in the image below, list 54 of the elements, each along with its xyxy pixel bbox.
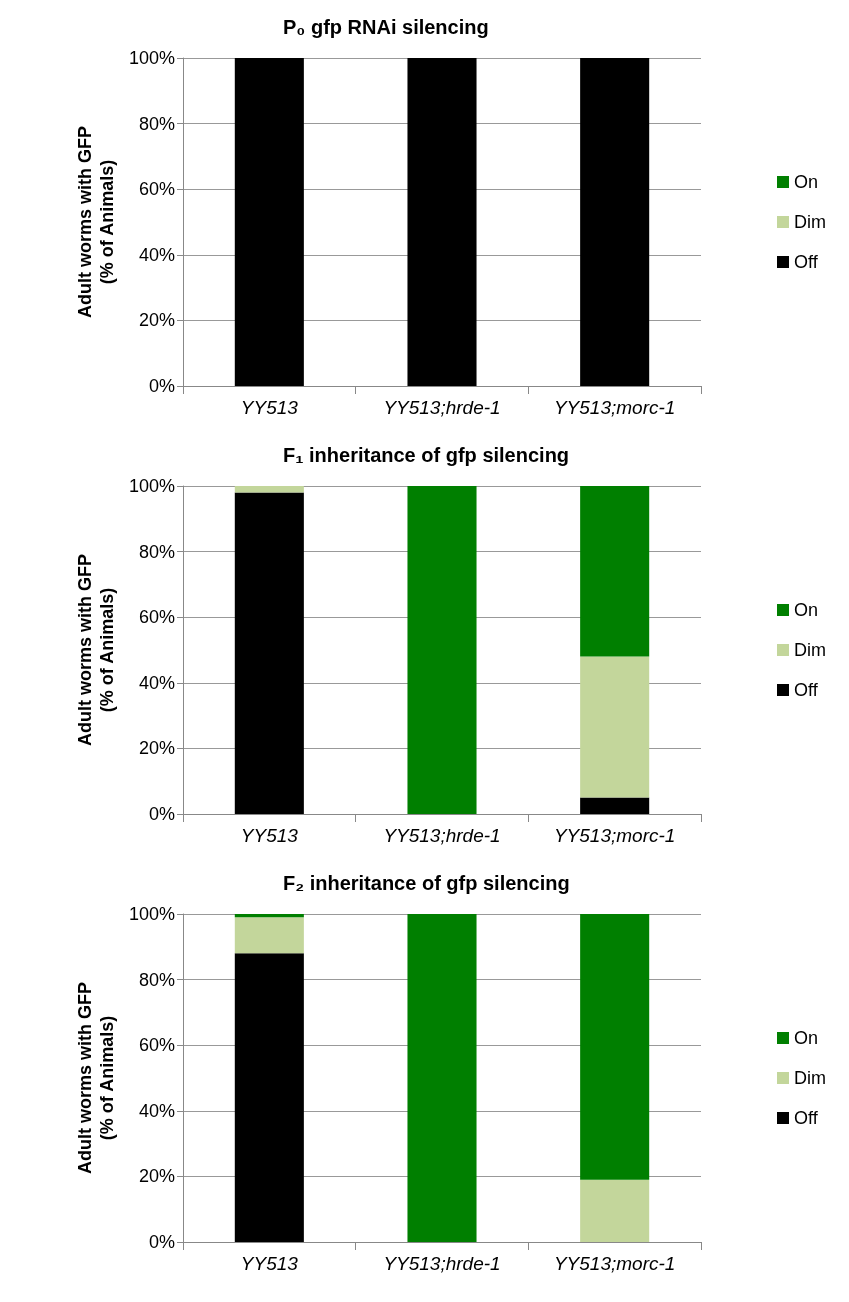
legend-label: On — [794, 1028, 819, 1048]
chart-title: F₁ inheritance of gfp silencing — [283, 444, 570, 466]
x-tick-label: YY513;morc-1 — [553, 1253, 676, 1274]
y-axis-title: Adult worms with GFP (% of Animals) — [75, 554, 118, 746]
legend-label: Dim — [794, 1068, 827, 1088]
bar — [234, 486, 304, 493]
y-tick-label: 0% — [148, 1232, 175, 1252]
y-tick-label: 20% — [138, 738, 175, 759]
y-tick-label: 60% — [138, 179, 175, 200]
x-tick-label: YY513 — [240, 397, 299, 418]
y-axis-title: Adult worms with GFP (% of Animals) — [75, 126, 118, 318]
legend-label: Dim — [794, 212, 827, 232]
x-tick-label: YY513 — [240, 1253, 299, 1274]
y-tick-label: 0% — [148, 804, 175, 824]
chart-title: F₂ inheritance of gfp silencing — [283, 872, 570, 894]
y-tick-label: 20% — [138, 1166, 175, 1187]
bar — [580, 797, 650, 814]
legend-label: Off — [794, 1108, 819, 1128]
y-tick-label: 80% — [138, 969, 175, 990]
y-axis-title: Adult worms with GFP (% of Animals) — [75, 982, 118, 1174]
x-tick-label: YY513;morc-1 — [553, 825, 676, 846]
bar — [407, 914, 477, 1242]
x-tick-label: YY513 — [240, 825, 299, 846]
x-tick-label: YY513;hrde-1 — [383, 1253, 501, 1274]
y-tick-label: 40% — [138, 1100, 175, 1121]
chart-title: P₀ gfp RNAi silencing — [283, 16, 489, 38]
bar — [234, 492, 304, 814]
bar — [580, 914, 650, 1180]
legend-label: On — [794, 172, 819, 192]
y-tick-label: 60% — [138, 1035, 175, 1056]
legend-label: On — [794, 600, 819, 620]
bar — [407, 486, 477, 814]
y-tick-label: 60% — [138, 607, 175, 628]
y-tick-label: 40% — [138, 672, 175, 693]
y-tick-label: 100% — [128, 476, 175, 496]
y-tick-label: 100% — [128, 904, 175, 924]
bar — [234, 917, 304, 954]
legend-label: Off — [794, 680, 819, 700]
x-tick-label: YY513;morc-1 — [553, 397, 676, 418]
y-tick-label: 80% — [138, 113, 175, 134]
y-tick-label: 100% — [128, 48, 175, 68]
bar — [580, 656, 650, 798]
y-tick-label: 80% — [138, 541, 175, 562]
legend-label: Off — [794, 252, 819, 272]
bar — [580, 1179, 650, 1242]
bar — [234, 914, 304, 918]
bar — [234, 953, 304, 1242]
y-tick-label: 20% — [138, 310, 175, 331]
x-tick-label: YY513;hrde-1 — [383, 397, 501, 418]
bar — [580, 486, 650, 657]
x-tick-label: YY513;hrde-1 — [383, 825, 501, 846]
legend-label: Dim — [794, 640, 827, 660]
y-tick-label: 40% — [138, 244, 175, 265]
y-tick-label: 0% — [148, 376, 175, 396]
